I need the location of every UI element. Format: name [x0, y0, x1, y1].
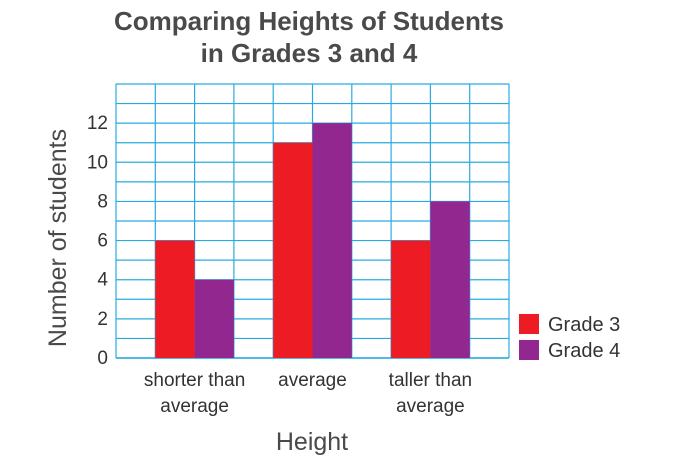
chart-title-line-2: in Grades 3 and 4 — [201, 38, 418, 68]
bar-grade-4-1 — [312, 123, 352, 359]
bar-grade-4-0 — [194, 279, 234, 358]
y-axis-label: Number of students — [44, 129, 72, 347]
y-tick-label: 2 — [97, 309, 108, 330]
bar-grade-4-2 — [430, 201, 470, 358]
y-tick-label: 12 — [87, 113, 108, 134]
x-category-label: average — [396, 396, 465, 417]
legend-swatch — [519, 340, 539, 360]
x-category-label: shorter than — [144, 370, 245, 391]
y-tick-label: 4 — [97, 270, 108, 291]
y-tick-label: 0 — [97, 348, 108, 369]
x-category-label: average — [160, 396, 229, 417]
y-tick-label: 8 — [97, 191, 108, 212]
bar-grade-3-0 — [155, 240, 195, 358]
y-axis-ticks: 0 2 4 6 8 10 12 — [87, 113, 109, 369]
legend: Grade 3 Grade 4 — [519, 314, 620, 362]
y-tick-label: 6 — [97, 231, 108, 252]
x-axis-categories: shorter than average average taller than ave… — [144, 370, 472, 417]
legend-label: Grade 3 — [548, 314, 620, 336]
x-axis-label: Height — [276, 428, 348, 456]
bars — [155, 123, 470, 359]
bar-grade-3-1 — [273, 142, 313, 358]
legend-swatch — [519, 314, 539, 334]
x-category-label: taller than — [389, 370, 472, 391]
x-category-label: average — [278, 370, 347, 391]
legend-label: Grade 4 — [548, 340, 620, 362]
bar-grade-3-2 — [391, 240, 431, 358]
y-tick-label: 10 — [87, 152, 108, 173]
chart-title-line-1: Comparing Heights of Students — [114, 6, 504, 36]
chart-title: Comparing Heights of Students in Grades … — [114, 6, 504, 68]
